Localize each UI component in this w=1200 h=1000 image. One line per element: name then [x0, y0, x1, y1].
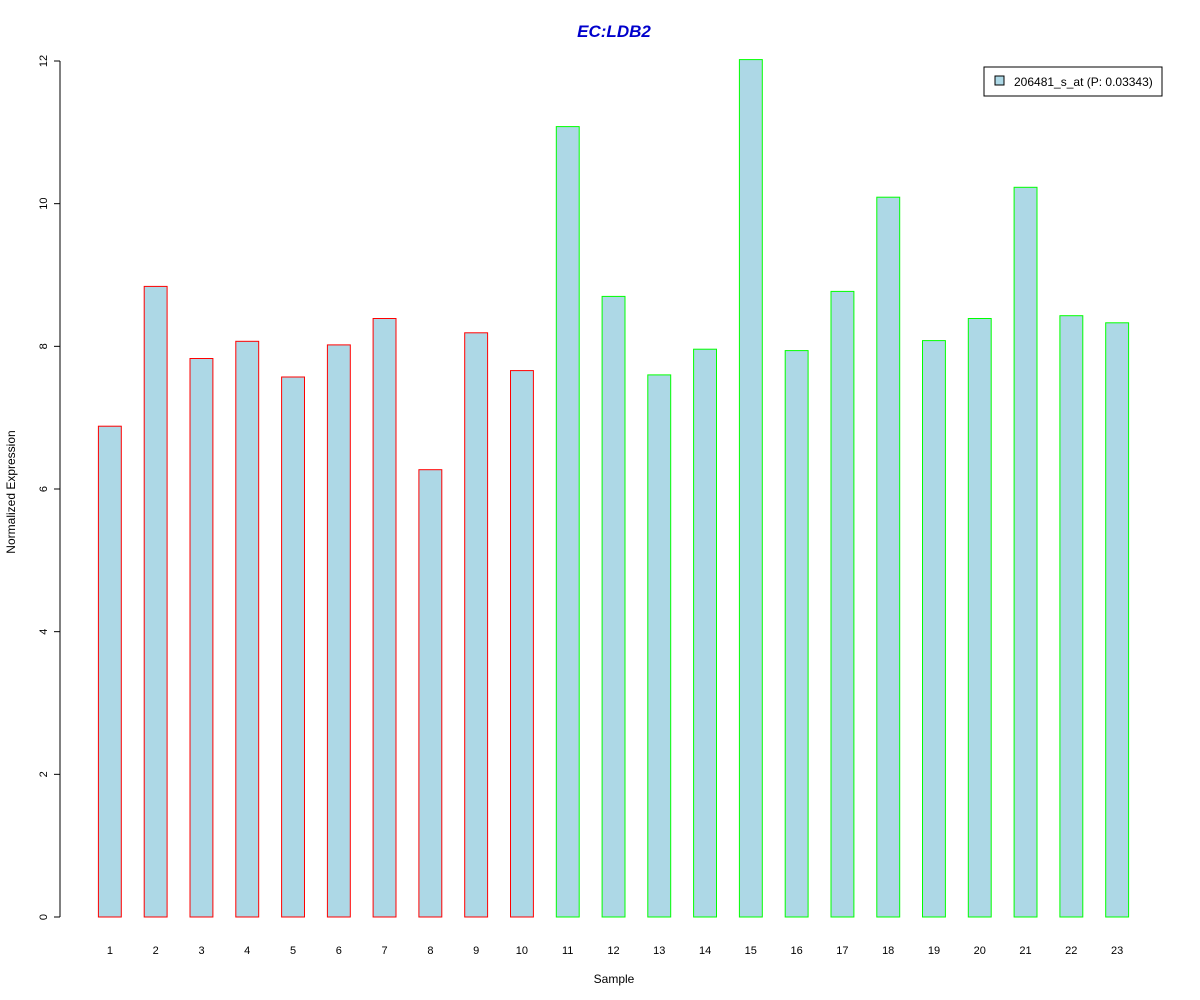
- y-axis-label: Normalized Expression: [4, 430, 18, 553]
- y-tick-label: 2: [38, 771, 50, 777]
- x-tick-label: 14: [699, 945, 711, 957]
- legend: 206481_s_at (P: 0.03343): [983, 66, 1163, 97]
- x-tick-label: 17: [836, 945, 848, 957]
- x-tick-label: 1: [107, 945, 113, 957]
- bar-sample-23: [1105, 322, 1130, 918]
- bar-sample-18: [876, 196, 901, 918]
- bar-sample-9: [464, 332, 489, 918]
- y-tick-label: 0: [38, 914, 50, 920]
- bar-sample-21: [1013, 186, 1038, 918]
- x-tick-label: 19: [928, 945, 940, 957]
- x-tick-label: 12: [607, 945, 619, 957]
- bar-sample-2: [143, 285, 168, 918]
- x-tick-label: 11: [562, 945, 573, 957]
- legend-entry: 206481_s_at (P: 0.03343): [1014, 75, 1153, 89]
- x-tick-label: 2: [153, 945, 159, 957]
- bar-sample-12: [601, 295, 626, 918]
- y-tick-label: 4: [38, 629, 50, 635]
- x-tick-label: 15: [745, 945, 757, 957]
- bars: [97, 59, 1130, 918]
- x-tick-label: 9: [473, 945, 479, 957]
- bar-sample-6: [326, 344, 351, 918]
- bar-sample-8: [418, 469, 443, 918]
- legend-box: [983, 66, 1163, 97]
- y-axis: 0 2 4 6 8 10 12: [38, 55, 61, 920]
- bar-sample-1: [97, 425, 122, 918]
- x-tick-label: 10: [516, 945, 528, 957]
- x-tick-label: 18: [882, 945, 894, 957]
- y-tick-label: 12: [38, 55, 50, 67]
- bar-sample-20: [967, 318, 992, 918]
- x-tick-label: 3: [198, 945, 204, 957]
- bar-sample-19: [922, 340, 946, 918]
- x-tick-label: 21: [1019, 945, 1031, 957]
- bar-sample-5: [281, 376, 306, 918]
- bar-sample-14: [693, 348, 717, 918]
- bar-sample-3: [189, 358, 214, 918]
- bar-sample-4: [235, 340, 260, 918]
- y-tick-label: 8: [38, 343, 50, 349]
- bar-sample-13: [647, 374, 672, 918]
- x-tick-label: 23: [1111, 945, 1123, 957]
- bar-sample-22: [1059, 315, 1084, 918]
- bar-sample-16: [784, 350, 809, 918]
- x-tick-label: 13: [653, 945, 665, 957]
- bar-sample-7: [372, 318, 397, 918]
- x-tick-label: 7: [382, 945, 388, 957]
- bar-sample-17: [830, 290, 855, 918]
- x-tick-label: 6: [336, 945, 342, 957]
- x-tick-label: 22: [1065, 945, 1077, 957]
- y-tick-label: 10: [38, 198, 50, 210]
- x-tick-label: 16: [790, 945, 802, 957]
- bar-sample-11: [555, 126, 580, 918]
- legend-swatch: [994, 75, 1005, 86]
- bar-sample-15: [738, 59, 763, 918]
- y-tick-label: 6: [38, 486, 50, 492]
- x-tick-label: 8: [427, 945, 433, 957]
- bar-sample-10: [510, 370, 534, 918]
- chart-title: EC:LDB2: [577, 22, 651, 41]
- x-tick-label: 5: [290, 945, 296, 957]
- x-axis-label: Sample: [594, 972, 635, 986]
- x-tick-label: 4: [244, 945, 250, 957]
- x-tick-label: 20: [974, 945, 986, 957]
- x-tick-labels: 1 2 3 4 5 6 7 8 9 10 11 12 13 14 15 16 17 18 19 20 21 22 23: [107, 945, 1123, 957]
